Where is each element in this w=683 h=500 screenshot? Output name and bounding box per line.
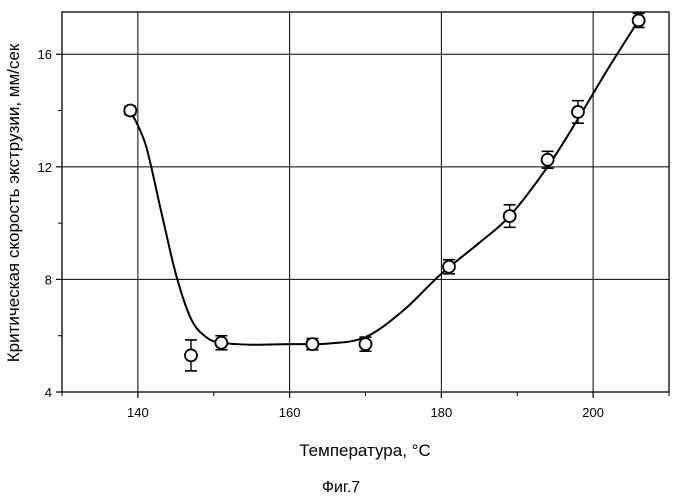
data-point xyxy=(124,105,136,117)
point-marker xyxy=(215,337,227,349)
data-point xyxy=(360,337,372,351)
x-tick-label: 140 xyxy=(127,405,149,420)
plot-frame xyxy=(62,12,669,392)
x-tick-label: 180 xyxy=(431,405,453,420)
point-marker xyxy=(360,338,372,350)
point-marker xyxy=(572,106,584,118)
x-tick-label: 160 xyxy=(279,405,301,420)
y-axis-title: Критическая скорость экструзии, мм/сек xyxy=(4,43,23,362)
data-point xyxy=(504,205,516,228)
figure-caption: Фиг.7 xyxy=(322,479,360,496)
y-tick-label: 8 xyxy=(45,272,52,287)
data-point xyxy=(633,13,645,27)
y-tick-label: 12 xyxy=(38,160,52,175)
data-point xyxy=(185,340,197,371)
point-marker xyxy=(124,105,136,117)
point-marker xyxy=(542,154,554,166)
data-point xyxy=(572,101,584,124)
x-axis-title: Температура, °С xyxy=(299,441,430,460)
fit-curve xyxy=(130,20,638,344)
data-point xyxy=(306,338,318,350)
point-marker xyxy=(443,261,455,273)
point-marker xyxy=(185,349,197,361)
y-tick-label: 16 xyxy=(38,47,52,62)
data-point xyxy=(215,336,227,350)
points xyxy=(124,13,644,370)
point-marker xyxy=(504,210,516,222)
grid xyxy=(62,12,669,392)
point-marker xyxy=(633,14,645,26)
ticks: 140 160 180 200 4 8 12 16 xyxy=(38,47,669,420)
data-point xyxy=(443,260,455,274)
point-marker xyxy=(306,338,318,350)
x-tick-label: 200 xyxy=(582,405,604,420)
data-point xyxy=(542,151,554,168)
y-tick-label: 4 xyxy=(45,385,52,400)
